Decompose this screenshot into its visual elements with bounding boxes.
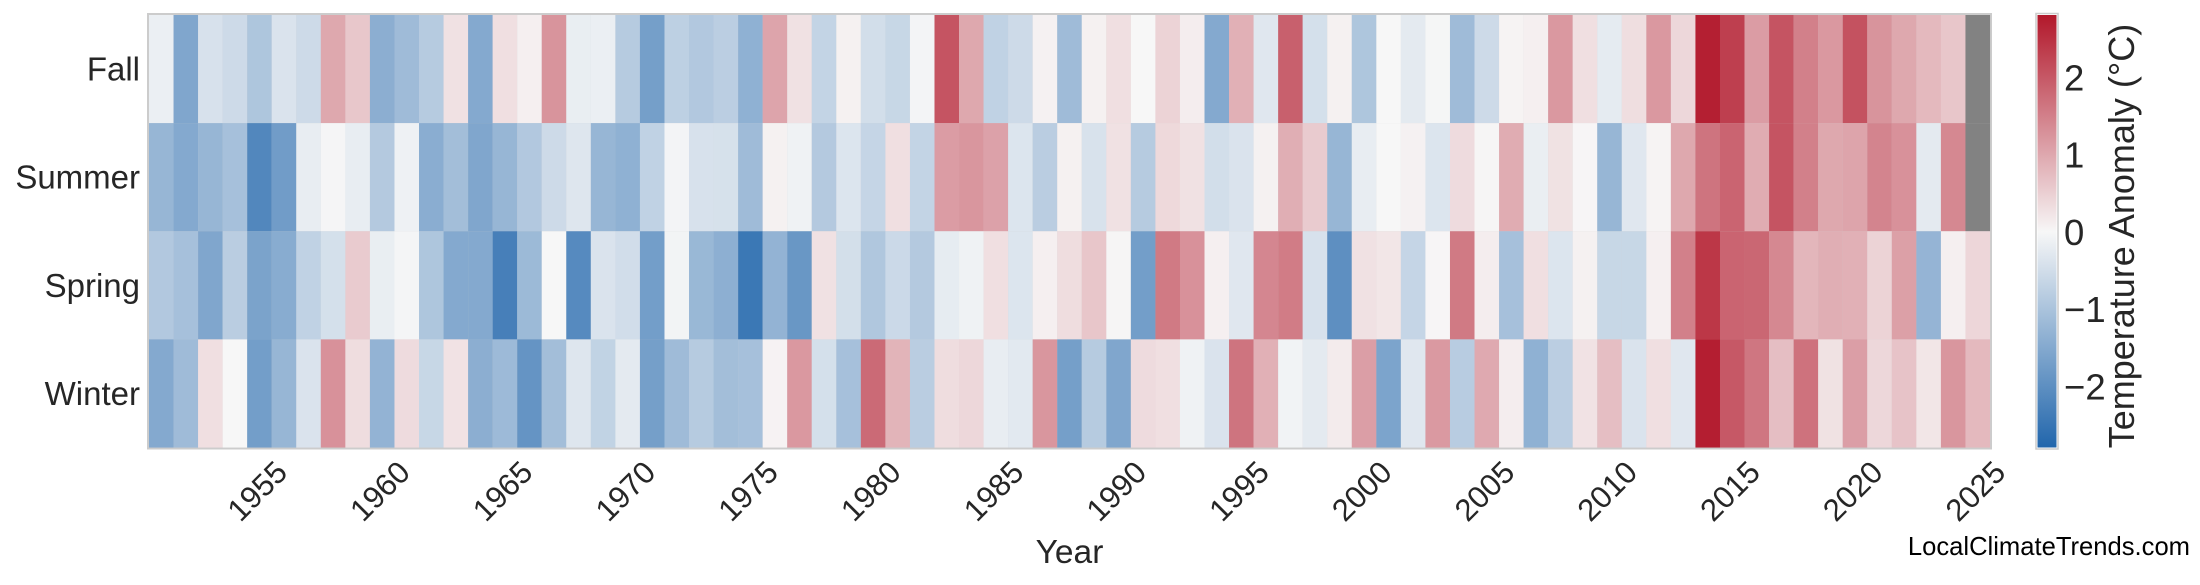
svg-text:Winter: Winter: [45, 375, 140, 412]
svg-text:1: 1: [2064, 135, 2084, 176]
svg-text:Summer: Summer: [15, 159, 140, 196]
svg-text:Spring: Spring: [45, 267, 140, 304]
svg-text:Temperature Anomaly (°C): Temperature Anomaly (°C): [2101, 24, 2142, 449]
svg-text:2: 2: [2064, 57, 2084, 98]
svg-text:LocalClimateTrends.com: LocalClimateTrends.com: [1908, 533, 2190, 561]
svg-text:−2: −2: [2064, 366, 2106, 407]
svg-text:Fall: Fall: [87, 51, 140, 88]
svg-text:Year: Year: [1036, 534, 1104, 571]
svg-text:0: 0: [2064, 212, 2084, 253]
svg-text:−1: −1: [2064, 289, 2106, 330]
